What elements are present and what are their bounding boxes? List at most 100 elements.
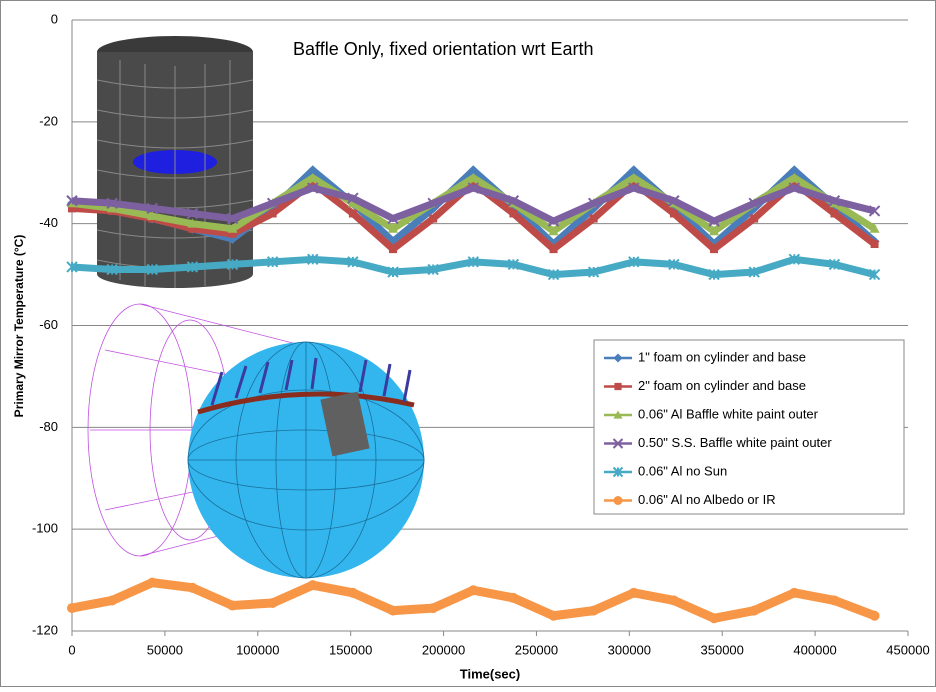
globe-grid [187, 341, 425, 579]
marker [428, 603, 439, 614]
inset-renders [87, 36, 425, 579]
marker [829, 595, 840, 606]
marker [147, 577, 158, 588]
marker [547, 268, 560, 281]
marker [427, 197, 439, 210]
marker [468, 165, 479, 176]
marker [188, 224, 197, 233]
marker [668, 195, 680, 207]
marker [788, 182, 801, 194]
marker [628, 256, 640, 268]
marker [870, 240, 879, 249]
marker [146, 263, 158, 276]
legend-box [593, 339, 905, 515]
ring-fins [210, 357, 412, 406]
y-tick-label: -60 [39, 317, 58, 332]
legend-label: 2" foam on cylinder and base [638, 378, 806, 393]
x-tick-label: 200000 [422, 642, 465, 657]
marker [828, 195, 841, 207]
marker [227, 600, 238, 611]
marker [613, 496, 623, 505]
marker [186, 261, 199, 273]
marker [66, 195, 78, 207]
marker [226, 258, 239, 271]
marker [106, 197, 118, 210]
marker [387, 266, 399, 278]
marker [628, 172, 639, 182]
marker [467, 182, 479, 194]
marker [830, 209, 839, 218]
marker [789, 165, 800, 176]
marker [748, 197, 760, 210]
marker [468, 172, 479, 182]
marker [68, 204, 76, 213]
y-tick-label: -20 [39, 113, 58, 128]
marker [868, 268, 881, 281]
cylinder-mesh [96, 60, 254, 288]
marker [790, 178, 799, 187]
y-tick-label: 0 [51, 11, 58, 26]
marker [748, 266, 760, 278]
y-tick-label: -40 [39, 215, 58, 230]
marker [66, 261, 78, 273]
marker [267, 597, 278, 608]
marker [67, 603, 77, 614]
marker [668, 595, 679, 606]
marker [427, 263, 439, 276]
x-tick-label: 400000 [793, 642, 836, 657]
marker [347, 192, 359, 204]
marker [468, 585, 479, 596]
marker [429, 214, 438, 223]
marker [508, 592, 519, 603]
telescope [320, 391, 370, 457]
marker [828, 258, 841, 271]
marker [307, 182, 319, 194]
marker [347, 587, 358, 598]
marker [107, 595, 118, 606]
marker [467, 256, 479, 268]
y-axis-title: Primary Mirror Temperature (°C) [12, 235, 26, 418]
marker [587, 266, 600, 278]
marker [307, 165, 318, 176]
marker [613, 353, 623, 363]
marker [788, 253, 801, 266]
marker [187, 582, 198, 593]
marker [347, 198, 358, 208]
marker [187, 218, 198, 228]
marker [750, 214, 759, 223]
legend: 1" foam on cylinder and base 2" foam on c… [604, 349, 832, 507]
marker [469, 178, 478, 187]
marker [613, 410, 623, 419]
marker [709, 613, 720, 624]
marker [612, 466, 624, 478]
y-tick-label: -80 [39, 419, 58, 434]
marker [628, 165, 639, 176]
marker [587, 197, 600, 210]
marker [612, 438, 624, 449]
marker [709, 226, 720, 236]
marker [106, 263, 118, 276]
x-tick-label: 100000 [236, 642, 279, 657]
x-tick-label: 300000 [608, 642, 651, 657]
marker [266, 256, 279, 268]
x-tick-label: 0 [68, 642, 75, 657]
marker [708, 215, 720, 227]
marker [548, 610, 559, 621]
x-tick-label: 350000 [701, 642, 744, 657]
marker [186, 207, 199, 220]
x-axis-title: Time(sec) [460, 666, 520, 681]
marker [589, 214, 598, 223]
plot-area [66, 165, 881, 624]
marker [268, 209, 277, 218]
marker [147, 211, 158, 221]
marker [388, 223, 399, 233]
marker [307, 580, 318, 591]
legend-label: 0.06" Al no Sun [638, 463, 727, 478]
marker [509, 209, 518, 218]
marker [266, 197, 279, 210]
marker [348, 209, 357, 218]
marker [588, 605, 599, 616]
marker [547, 215, 560, 227]
marker [146, 202, 158, 215]
